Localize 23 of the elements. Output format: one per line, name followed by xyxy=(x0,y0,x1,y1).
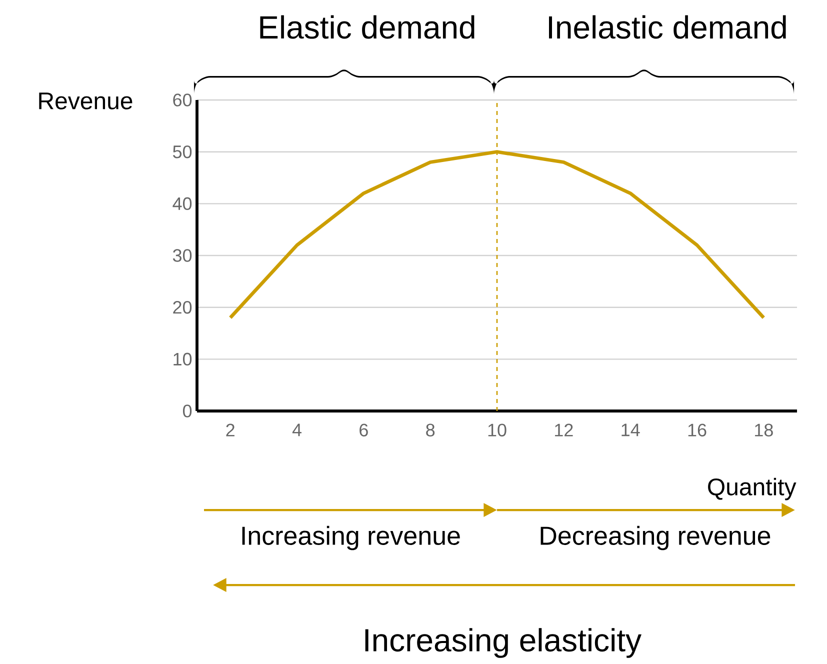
x-tick-label: 2 xyxy=(226,424,234,436)
text: Increasing elasticity xyxy=(365,628,642,658)
x-tick-label: 18 xyxy=(755,424,773,436)
x-tick-label: 12 xyxy=(555,424,573,436)
x-axis-title: Quantity xyxy=(708,478,796,500)
y-tick-label: 50 xyxy=(172,145,192,158)
y-axis-title: Revenue xyxy=(39,92,132,110)
x-tick-label: 10 xyxy=(488,424,506,436)
x-tick-label: 16 xyxy=(688,424,706,436)
x-tick-label: 4 xyxy=(292,424,302,436)
x-tick-label: 6 xyxy=(360,424,368,436)
y-tick-label: 20 xyxy=(173,300,192,314)
y-tick-label: 10 xyxy=(174,352,192,366)
y-tick-label: 30 xyxy=(172,249,192,262)
y-tick-label: 40 xyxy=(172,197,192,210)
x-tick-label: 8 xyxy=(426,424,435,436)
y-tick-label: 60 xyxy=(173,94,192,106)
y-tick-label: 0 xyxy=(182,404,192,418)
text: Increasing revenue xyxy=(242,526,460,550)
text: Decreasing revenue xyxy=(540,526,770,550)
x-tick-label: 14 xyxy=(622,424,640,436)
text: Inelastic demand xyxy=(548,15,786,39)
text: Elastic demand xyxy=(260,15,474,39)
